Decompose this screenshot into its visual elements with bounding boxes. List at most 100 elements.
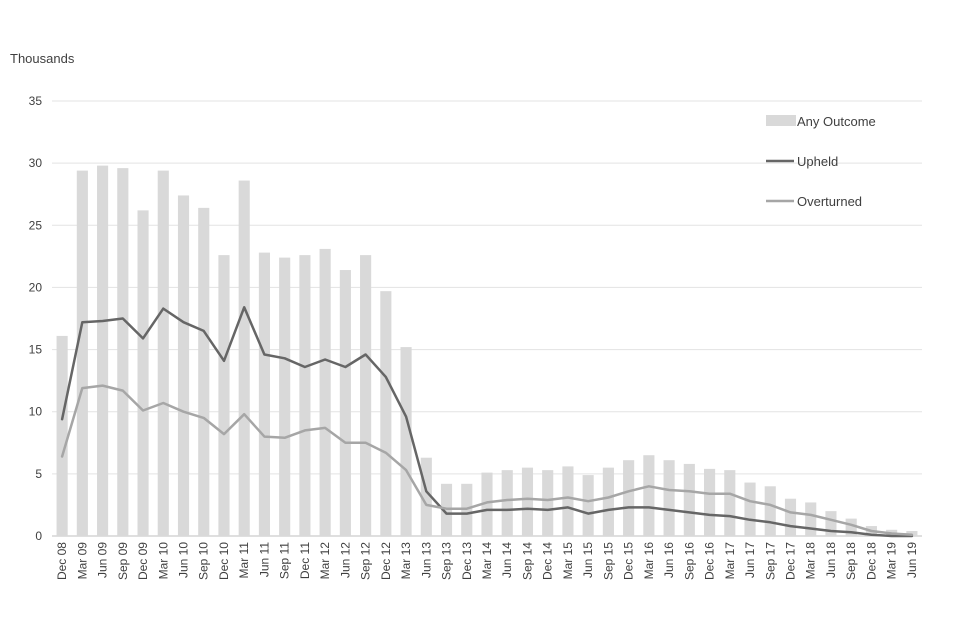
x-tick-label: Dec 09	[136, 542, 150, 580]
bar-jun-13	[420, 457, 432, 536]
x-tick-label: Dec 17	[783, 542, 797, 580]
x-tick-label: Sep 17	[763, 542, 777, 580]
legend-label: Any Outcome	[797, 114, 876, 129]
line-overturned	[60, 384, 914, 537]
x-tick-label: Sep 12	[359, 542, 373, 580]
x-tick-label: Dec 10	[217, 542, 231, 580]
bar-jun-19	[906, 531, 918, 536]
bar-jun-11	[258, 252, 271, 536]
x-tick-label: Dec 12	[379, 542, 393, 580]
legend-label: Overturned	[797, 194, 862, 209]
y-tick-label: 15	[29, 343, 43, 357]
bar-sep-09	[117, 168, 129, 536]
x-tick-label: Mar 14	[480, 542, 494, 580]
x-tick-label: Mar 17	[723, 542, 737, 580]
bar-series	[56, 165, 918, 537]
bar-jun-16	[663, 460, 675, 536]
x-tick-label: Sep 10	[197, 542, 211, 580]
x-tick-label: Sep 18	[844, 542, 858, 580]
line-upheld	[60, 306, 914, 538]
y-tick-labels: 0 5 10 15 20 25 30 35	[29, 94, 43, 543]
x-tick-label: Dec 11	[298, 542, 312, 579]
bar-dec-16	[703, 468, 716, 536]
bar-jun-14	[501, 470, 513, 536]
bar-dec-11	[299, 255, 311, 536]
y-tick-label: 5	[35, 467, 42, 481]
bar-mar-12	[319, 248, 331, 536]
bar-dec-10	[218, 255, 230, 536]
x-tick-label: Mar 09	[75, 542, 89, 580]
gridlines	[52, 100, 922, 537]
bar-dec-17	[784, 498, 797, 536]
bar-dec-09	[137, 210, 149, 536]
x-tick-label: Sep 16	[682, 542, 696, 580]
legend: Any Outcome Upheld Overturned	[766, 114, 876, 209]
x-tick-label: Dec 18	[864, 542, 878, 580]
bar-jun-17	[744, 482, 756, 536]
x-tick-label: Sep 14	[520, 542, 534, 580]
y-tick-label: 0	[35, 529, 42, 543]
x-tick-label: Dec 08	[55, 542, 69, 580]
legend-item-any-outcome: Any Outcome	[766, 114, 876, 129]
legend-label: Upheld	[797, 154, 838, 169]
x-tick-label: Jun 18	[824, 542, 838, 578]
x-tick-label: Jun 16	[662, 542, 676, 578]
x-tick-label: Jun 10	[177, 542, 191, 578]
bar-sep-14	[521, 467, 534, 536]
bar-mar-18	[805, 502, 817, 536]
bar-jun-12	[339, 270, 351, 536]
bar-sep-11	[279, 257, 291, 536]
bar-mar-16	[643, 455, 655, 536]
bar-dec-15	[623, 460, 635, 536]
y-tick-label: 10	[29, 405, 43, 419]
bar-jun-18	[825, 511, 837, 536]
x-tick-label: Dec 15	[622, 542, 636, 580]
bar-mar-09	[76, 170, 88, 536]
x-tick-label: Sep 13	[440, 542, 454, 580]
bar-dec-14	[542, 470, 554, 536]
x-tick-label: Dec 14	[541, 542, 555, 580]
x-tick-label: Jun 12	[338, 542, 352, 578]
bar-mar-17	[724, 470, 736, 536]
y-axis-label: Thousands	[10, 51, 75, 66]
bar-mar-13	[400, 347, 412, 536]
x-tick-label: Jun 09	[96, 542, 110, 578]
bar-sep-17	[764, 486, 776, 536]
legend-swatch	[766, 115, 796, 126]
x-tick-label: Mar 13	[399, 542, 413, 580]
legend-item-upheld: Upheld	[766, 154, 838, 169]
x-tick-label: Mar 12	[318, 542, 332, 580]
x-tick-label: Mar 18	[804, 542, 818, 580]
bar-sep-12	[360, 255, 372, 536]
bar-sep-10	[198, 207, 210, 536]
x-tick-label: Mar 15	[561, 542, 575, 580]
x-tick-label: Sep 09	[116, 542, 130, 580]
x-tick-label: Dec 13	[460, 542, 474, 580]
bar-dec-08	[56, 335, 68, 536]
bar-mar-14	[481, 472, 493, 536]
x-tick-label: Jun 11	[257, 542, 271, 577]
x-tick-label: Sep 11	[278, 542, 292, 579]
bar-mar-10	[157, 170, 169, 536]
bar-jun-09	[97, 165, 109, 536]
x-tick-label: Mar 11	[237, 542, 251, 579]
y-tick-label: 30	[29, 156, 43, 170]
bar-sep-18	[845, 518, 857, 536]
x-tick-label: Mar 19	[885, 542, 899, 580]
y-tick-label: 25	[29, 218, 43, 232]
x-tick-label: Dec 16	[703, 542, 717, 580]
bar-jun-10	[177, 195, 190, 536]
x-tick-label: Sep 15	[601, 542, 615, 580]
x-tick-label: Jun 15	[581, 542, 595, 578]
bar-sep-15	[602, 467, 614, 536]
y-tick-label: 20	[29, 280, 43, 294]
bar-dec-12	[380, 291, 392, 536]
y-tick-label: 35	[29, 94, 43, 108]
bar-sep-16	[683, 463, 695, 536]
x-tick-label: Jun 14	[500, 542, 514, 578]
bar-mar-15	[562, 466, 574, 536]
x-tick-label: Jun 19	[905, 542, 919, 578]
x-tick-label: Jun 13	[419, 542, 433, 578]
